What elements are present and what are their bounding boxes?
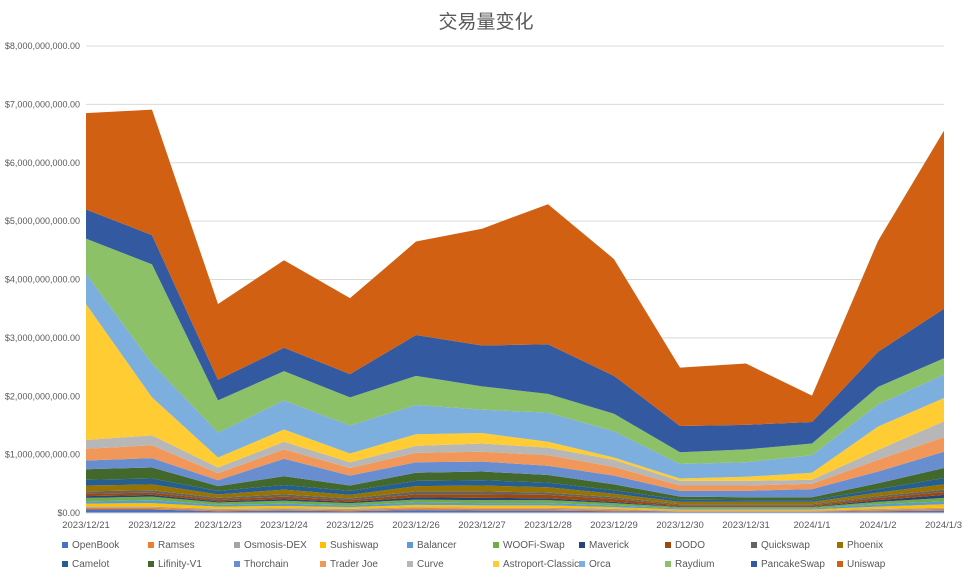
y-axis-tick-labels: $0.00 $1,000,000,000.00 $2,000,000,000.00 $… — [5, 41, 80, 518]
area-orca — [86, 273, 944, 479]
legend-swatch-uniswap — [837, 561, 843, 567]
legend-label-woofi-swap: WOOFi-Swap — [503, 540, 565, 551]
area-curve — [86, 421, 944, 486]
legend-label-ramses: Ramses — [158, 540, 195, 551]
area-dodo — [86, 491, 944, 507]
legend-label-raydium: Raydium — [675, 559, 714, 570]
area-sushiswap — [86, 503, 944, 511]
legend: OpenBook Ramses Osmosis-DEX Sushiswap Balanc… — [62, 540, 886, 570]
y-tick-label: $3,000,000,000.00 — [5, 333, 80, 343]
x-tick-label: 2023/12/31 — [722, 520, 770, 531]
legend-swatch-maverick — [579, 542, 585, 548]
x-tick-label: 2023/12/24 — [260, 520, 308, 531]
legend-swatch-balancer — [407, 542, 413, 548]
area-trader-joe — [86, 437, 944, 491]
legend-swatch-thorchain — [234, 561, 240, 567]
area-camelot — [86, 477, 944, 502]
legend-swatch-lifinity-v1 — [148, 561, 154, 567]
legend-label-trader-joe: Trader Joe — [330, 559, 378, 570]
legend-swatch-pancakeswap — [751, 561, 757, 567]
y-tick-label: $1,000,000,000.00 — [5, 450, 80, 460]
x-tick-label: 2023/12/26 — [392, 520, 440, 531]
area-astroport-classic — [86, 304, 944, 481]
chart-title: 交易量变化 — [438, 11, 533, 33]
area-phoenix — [86, 484, 944, 505]
legend-label-lifinity-v1: Lifinity-V1 — [158, 559, 202, 570]
area-uniswap — [86, 109, 944, 427]
legend-label-osmosis-dex: Osmosis-DEX — [244, 540, 307, 551]
legend-swatch-osmosis-dex — [234, 542, 240, 548]
legend-swatch-woofi-swap — [493, 542, 499, 548]
x-axis-tick-labels: 2023/12/21 2023/12/22 2023/12/23 2023/12/24… — [62, 520, 962, 531]
y-tick-label: $2,000,000,000.00 — [5, 391, 80, 401]
x-tick-label: 2023/12/21 — [62, 520, 110, 531]
y-tick-label: $4,000,000,000.00 — [5, 275, 80, 285]
legend-swatch-camelot — [62, 561, 68, 567]
legend-label-openbook: OpenBook — [72, 540, 120, 551]
y-tick-label: $5,000,000,000.00 — [5, 216, 80, 226]
legend-label-camelot: Camelot — [72, 559, 109, 570]
legend-label-curve: Curve — [417, 559, 444, 570]
x-tick-label: 2023/12/28 — [524, 520, 572, 531]
y-tick-label: $0.00 — [57, 508, 80, 518]
area-quickswap — [86, 489, 944, 506]
area-maverick — [86, 494, 944, 508]
legend-label-sushiswap: Sushiswap — [330, 540, 379, 551]
area-osmosis-dex — [86, 506, 944, 512]
x-tick-label: 2024/1/1 — [794, 520, 831, 531]
legend-swatch-astroport-classic — [493, 561, 499, 567]
y-tick-label: $7,000,000,000.00 — [5, 99, 80, 109]
area-openbook — [86, 509, 944, 513]
area-lifinity-v1 — [86, 467, 944, 501]
legend-swatch-curve — [407, 561, 413, 567]
x-tick-label: 2023/12/22 — [128, 520, 176, 531]
legend-label-thorchain: Thorchain — [244, 559, 288, 570]
legend-label-pancakeswap: PancakeSwap — [761, 559, 825, 570]
y-tick-label: $6,000,000,000.00 — [5, 158, 80, 168]
legend-swatch-dodo — [665, 542, 671, 548]
x-tick-label: 2023/12/29 — [590, 520, 638, 531]
x-tick-label: 2023/12/30 — [656, 520, 704, 531]
x-tick-label: 2023/12/25 — [326, 520, 374, 531]
x-tick-label: 2024/1/3 — [925, 520, 962, 531]
legend-swatch-orca — [579, 561, 585, 567]
legend-label-dodo: DODO — [675, 540, 705, 551]
area-balancer — [86, 500, 944, 510]
area-woofi-swap — [86, 496, 944, 509]
x-tick-label: 2023/12/23 — [194, 520, 242, 531]
legend-label-quickswap: Quickswap — [761, 540, 810, 551]
legend-label-maverick: Maverick — [589, 540, 630, 551]
legend-label-uniswap: Uniswap — [847, 559, 886, 570]
legend-label-orca: Orca — [589, 559, 611, 570]
legend-swatch-trader-joe — [320, 561, 326, 567]
legend-label-phoenix: Phoenix — [847, 540, 883, 551]
area-series — [86, 109, 944, 513]
legend-swatch-raydium — [665, 561, 671, 567]
legend-swatch-ramses — [148, 542, 154, 548]
legend-label-balancer: Balancer — [417, 540, 457, 551]
legend-swatch-phoenix — [837, 542, 843, 548]
y-tick-label: $8,000,000,000.00 — [5, 41, 80, 51]
area-thorchain — [86, 451, 944, 498]
legend-swatch-openbook — [62, 542, 68, 548]
legend-swatch-sushiswap — [320, 542, 326, 548]
area-ramses — [86, 507, 944, 512]
x-tick-label: 2024/1/2 — [860, 520, 897, 531]
legend-swatch-quickswap — [751, 542, 757, 548]
x-tick-label: 2023/12/27 — [458, 520, 506, 531]
legend-label-astroport-classic: Astroport-Classic — [503, 559, 579, 570]
